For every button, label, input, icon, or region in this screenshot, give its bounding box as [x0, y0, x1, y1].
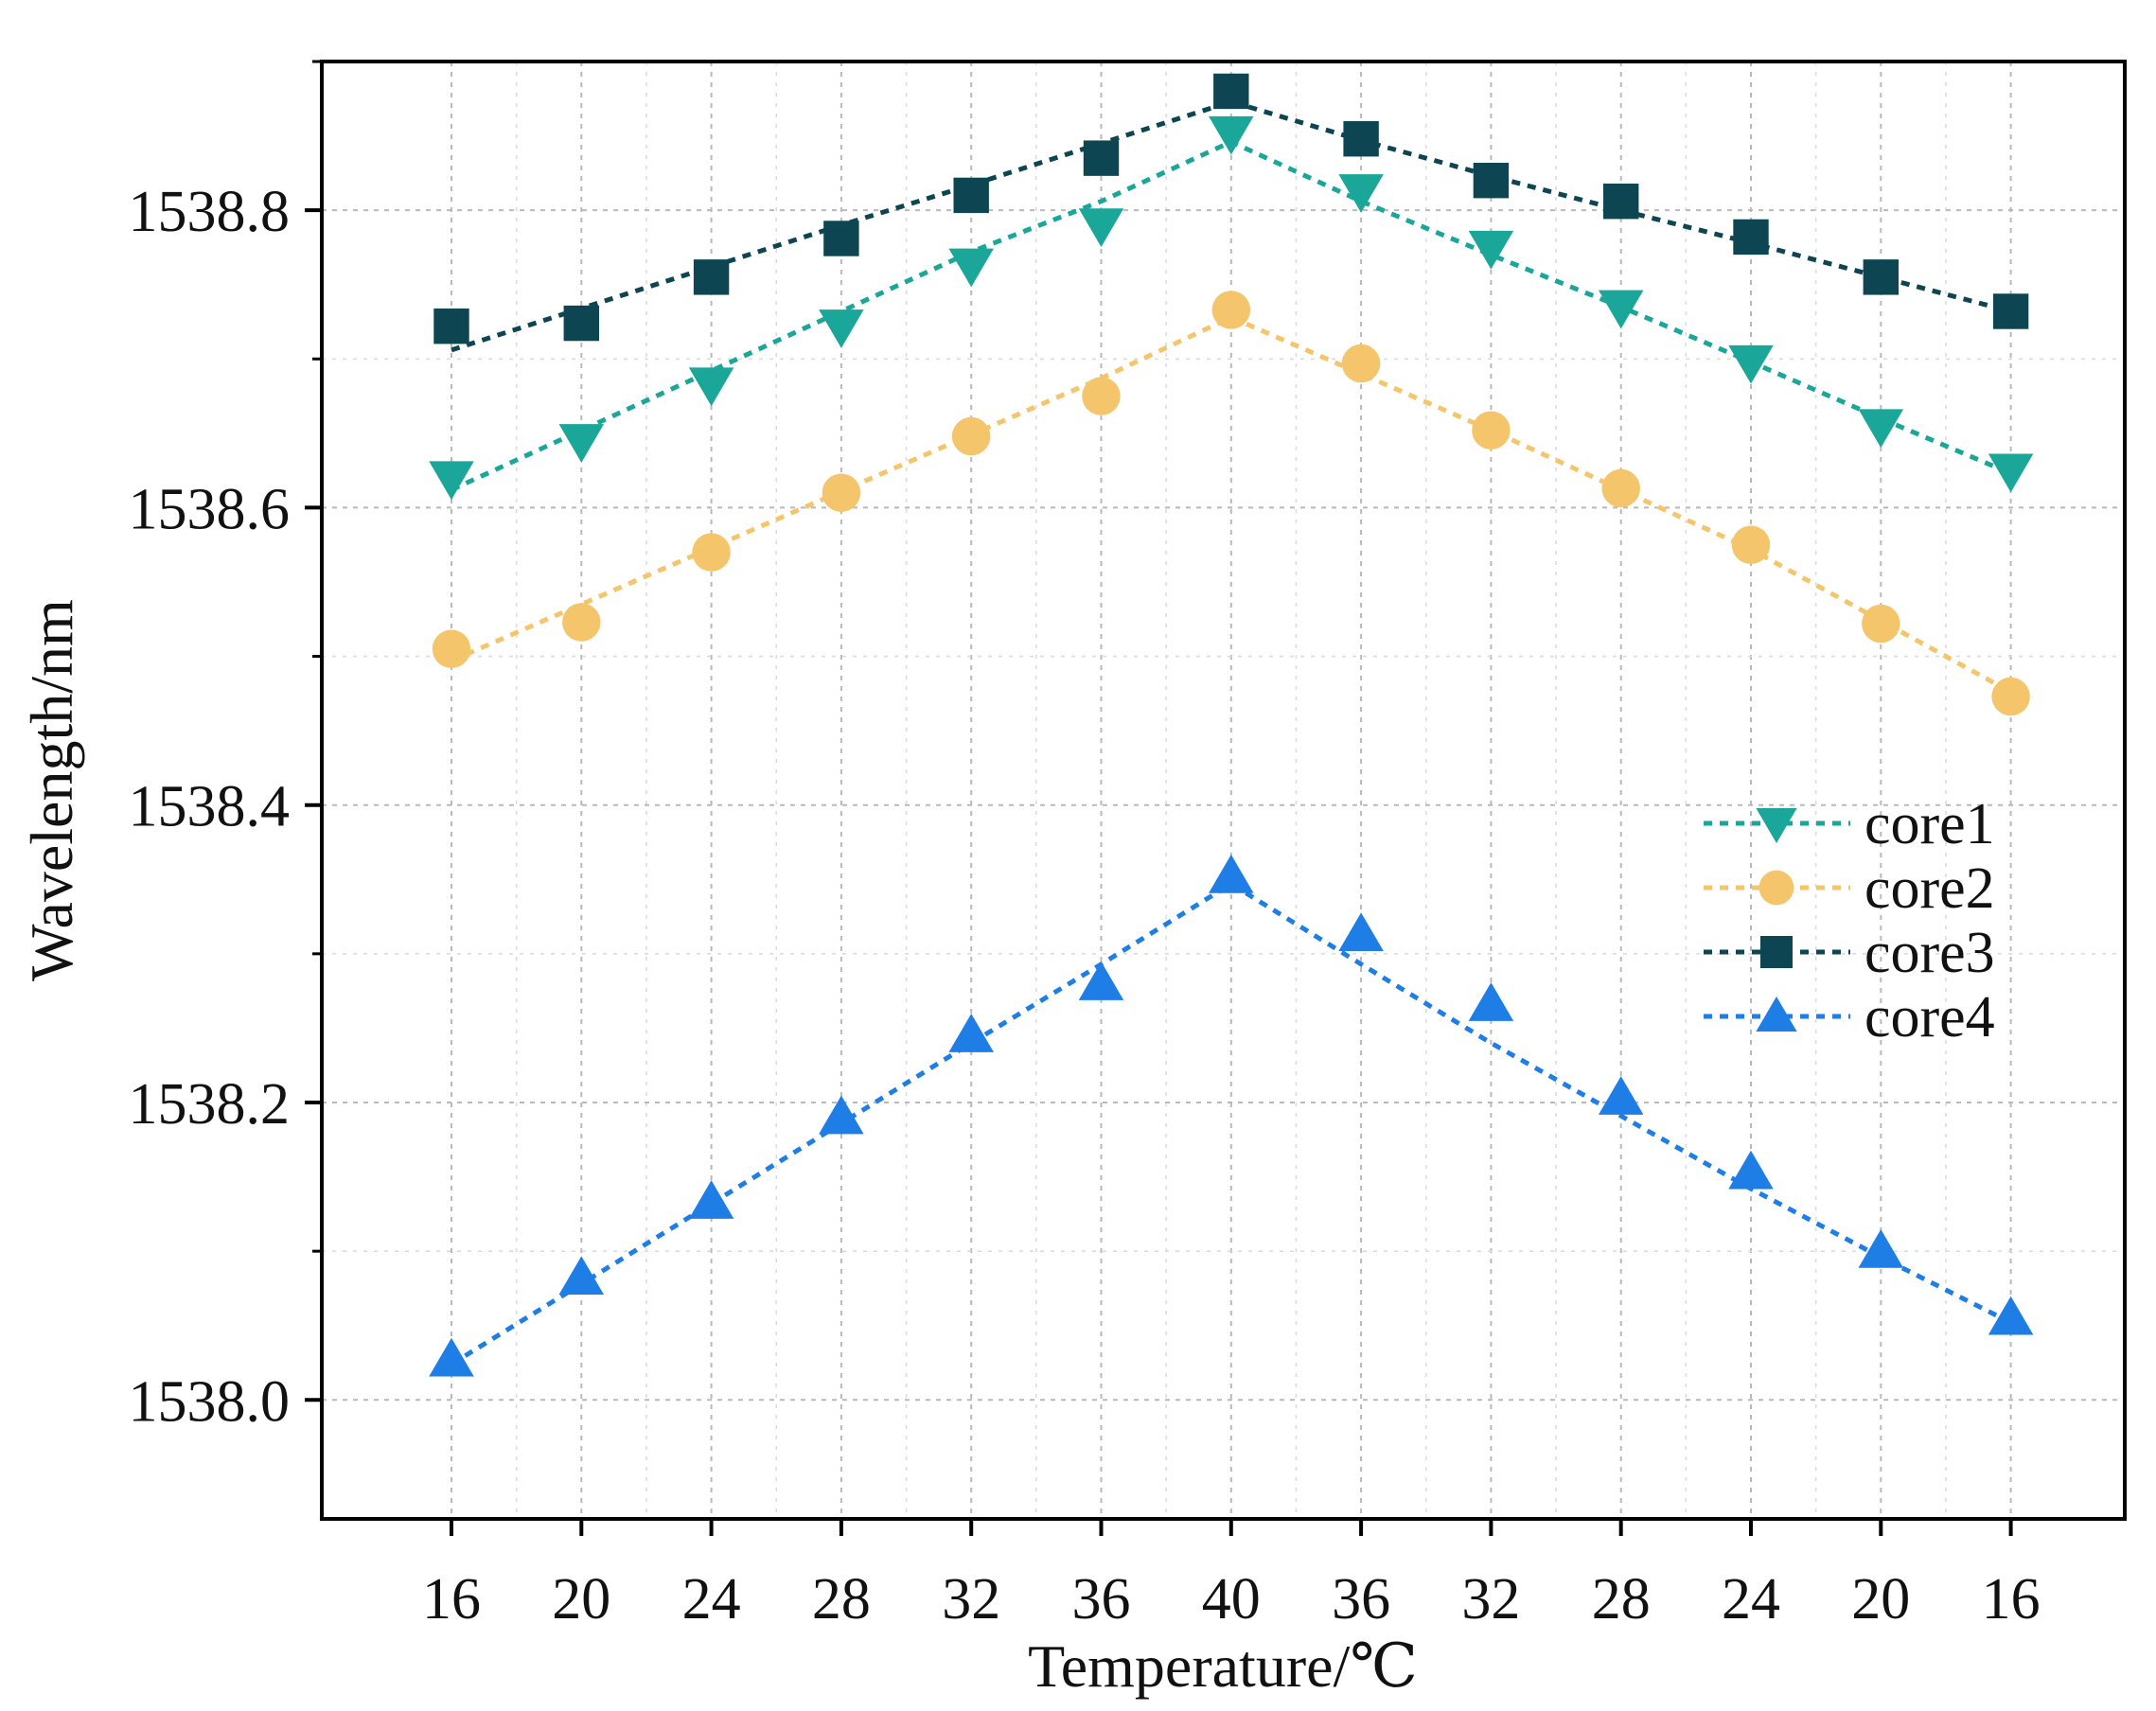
x-tick-label: 28: [812, 1567, 871, 1632]
series-core1-point: [1858, 409, 1904, 449]
y-tick-label: 1538.0: [129, 1369, 291, 1434]
series-core2-point: [432, 629, 471, 668]
x-tick-label: 32: [1461, 1567, 1520, 1632]
legend-marker: [1758, 870, 1794, 906]
series-core4-point: [948, 1014, 994, 1052]
x-tick-label: 36: [1332, 1567, 1390, 1632]
series-core4-point: [1078, 961, 1124, 1000]
series-core4-point: [1209, 855, 1254, 893]
series-core3-point: [1603, 184, 1639, 220]
x-tick-label: 24: [1722, 1567, 1780, 1632]
x-tick-label: 20: [1851, 1567, 1910, 1632]
legend-item-core2: core2: [1704, 856, 1995, 921]
series-core1-point: [1338, 174, 1384, 213]
series-core4-point: [1338, 912, 1384, 952]
series-core2-point: [1082, 377, 1121, 415]
series-core1-point: [1209, 115, 1254, 155]
x-tick-label: 28: [1592, 1567, 1651, 1632]
x-tick-label: 36: [1072, 1567, 1131, 1632]
series-core2-point: [1601, 468, 1640, 508]
series-core3-point: [693, 259, 730, 295]
series-core3-point: [953, 177, 989, 214]
series-core4-point: [1468, 982, 1514, 1021]
series-core2-point: [1211, 291, 1251, 329]
y-tick-label: 1538.4: [129, 775, 291, 839]
legend-label: core3: [1864, 921, 1995, 985]
x-axis-title: Temperature/℃: [1028, 1632, 1418, 1700]
legend-label: core1: [1864, 792, 1995, 856]
series-core4-point: [1988, 1296, 2034, 1335]
series-core2-point: [1341, 344, 1381, 383]
series-core2-point: [822, 473, 861, 512]
series-core2-point: [692, 533, 731, 572]
legend-marker: [1756, 997, 1797, 1032]
series-core2-point: [1472, 411, 1511, 450]
legend-marker: [1756, 808, 1797, 843]
series-core4-point: [819, 1095, 864, 1135]
legend-item-core1: core1: [1704, 792, 1995, 856]
series-core3-point: [1992, 293, 2029, 329]
series-core1-point: [1078, 208, 1124, 247]
series-core1-point: [819, 309, 864, 348]
x-tick-label: 40: [1202, 1567, 1261, 1632]
y-tick-label: 1538.6: [129, 477, 291, 541]
x-tick-label: 20: [552, 1567, 610, 1632]
x-tick-label: 24: [682, 1567, 741, 1632]
series-core4-point: [558, 1256, 605, 1296]
series-core3-point: [1863, 259, 1899, 295]
series-core1-point: [429, 461, 474, 501]
legend-item-core4: core4: [1704, 985, 1995, 1050]
series-core1-point: [688, 367, 734, 407]
ticks-layer: 16 20 24 28 32 36 40 36 32 28 24 20 16 1538.0 1538.2 15…: [129, 60, 2041, 1632]
legend-label: core4: [1864, 985, 1995, 1050]
legend-label: core2: [1864, 856, 1995, 921]
series-core2-point: [1731, 525, 1771, 564]
x-tick-label: 32: [942, 1567, 1000, 1632]
x-tick-label: 16: [422, 1567, 481, 1632]
plot-frame: [320, 60, 2127, 1521]
series-core3-point: [563, 305, 599, 342]
series-core4-point: [688, 1180, 734, 1219]
series-core1-point: [1728, 344, 1774, 384]
series-core1-point: [1988, 453, 2034, 493]
series-core3-point: [1343, 121, 1379, 157]
series-core3-point: [1083, 140, 1120, 176]
series-core2-point: [562, 603, 601, 642]
series-core2-point: [1991, 677, 2030, 716]
series-core3-point: [433, 309, 469, 344]
series-core1-point: [948, 248, 994, 288]
series-core3-point: [1733, 219, 1769, 256]
y-tick-label: 1538.8: [129, 180, 291, 244]
y-tick-label: 1538.2: [129, 1072, 291, 1137]
series-core4-point: [1858, 1229, 1904, 1268]
series-core3-point: [823, 220, 859, 256]
series-core3-point: [1213, 73, 1249, 110]
legend-item-core3: core3: [1704, 921, 1995, 985]
series-core4-point: [429, 1337, 474, 1377]
series-core1-point: [1598, 290, 1644, 329]
series-core4-point: [1728, 1150, 1774, 1190]
series-core3-point: [1473, 163, 1510, 199]
grid-layer: [322, 61, 2125, 1519]
series-core2-point: [951, 416, 991, 456]
series-core1-point: [558, 424, 605, 463]
series-core2-point: [1862, 604, 1900, 644]
legend-marker: [1760, 936, 1793, 968]
x-tick-label: 16: [1982, 1567, 2041, 1632]
series-core1-point: [1468, 230, 1514, 270]
series-core4-point: [1598, 1076, 1644, 1115]
markers-layer: [429, 73, 2034, 1377]
y-axis-title: Wavelength/nm: [18, 599, 85, 981]
